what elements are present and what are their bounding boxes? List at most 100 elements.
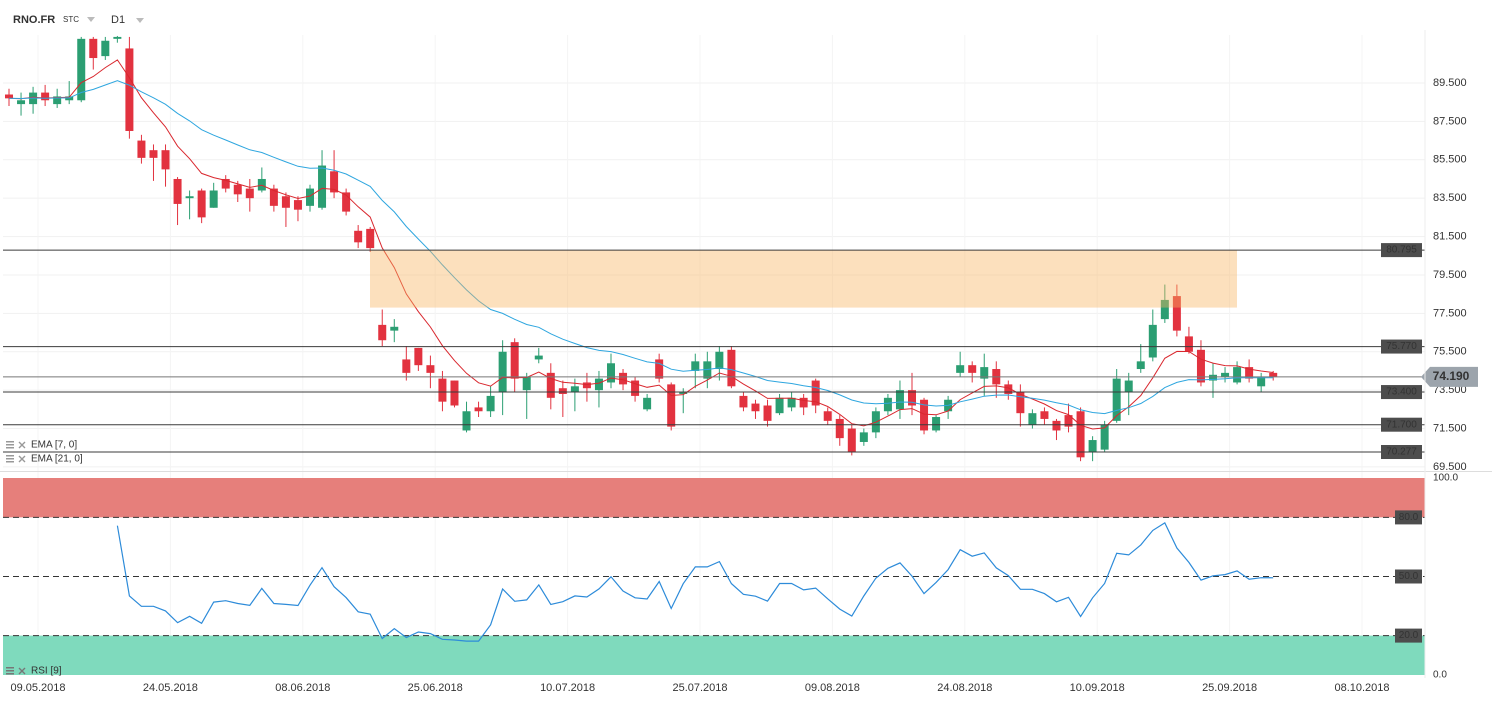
x-tick-label: 10.09.2018 [1070,682,1125,694]
candle-body [101,40,110,57]
candle-body [739,395,748,408]
candle-body [980,367,989,379]
candle-body [655,359,664,379]
y-tick-label: 81.500 [1433,230,1467,242]
candle-body [1196,349,1205,383]
candle-body [510,342,519,379]
candle-body [715,351,724,370]
candle-body [149,150,158,158]
level-label-box [1381,243,1422,258]
candle-body [354,230,363,243]
legend-label: EMA [21, 0] [31,454,83,465]
candle-body [1184,336,1193,352]
candle-body [751,403,760,412]
candle-body [269,188,278,206]
candle-body [245,188,254,199]
candle-body [895,390,904,410]
candle-body [558,388,567,394]
candle-body [5,94,13,99]
x-tick-label: 10.07.2018 [540,682,595,694]
legend-icon [6,667,14,669]
candle-body [799,397,808,408]
candle-body [1028,413,1037,425]
rsi-line [116,522,1274,642]
legend-icon [6,673,14,675]
candle-body [1172,296,1181,331]
x-tick-label: 25.07.2018 [672,682,727,694]
candle-body [1257,376,1266,387]
candle-body [1160,299,1169,320]
candle-body [17,100,26,105]
candle-body [607,363,615,383]
y-tick-label: 69.500 [1433,461,1467,473]
candle-body [787,397,796,408]
candle-body [486,395,495,412]
legend-icon [6,447,14,449]
legend-label: EMA [7, 0] [31,440,77,451]
y-tick-label: 73.500 [1433,384,1467,396]
x-tick-label: 25.09.2018 [1202,682,1257,694]
candle-body [113,36,122,39]
candle-body [330,171,339,193]
candle-body [257,178,266,191]
candle-body [1016,392,1025,414]
candle-body [77,38,86,101]
candle-body [342,192,351,212]
y-tick-label: 87.500 [1433,115,1467,127]
candle-body [570,386,579,393]
candle-body [763,405,772,421]
candle-body [450,380,459,406]
last-price-label: 74.190 [1433,369,1470,383]
candle-body [1124,380,1133,393]
legend-icon [6,441,14,443]
y-tick-label: 79.500 [1433,269,1467,281]
candle-body [474,407,483,412]
dropdown-arrow[interactable] [87,17,95,22]
candle-body [932,417,941,431]
dropdown-arrow[interactable] [136,18,144,23]
candle-body [390,326,399,331]
candle-body [161,150,170,170]
candle-body [498,351,507,393]
candle-body [883,397,892,412]
timeframe[interactable]: D1 [111,14,125,26]
rsi-tick-label: 100.0 [1433,473,1458,484]
rsi-plot: 80.0 50.0 20.0 RSI [9] [3,478,1425,677]
level-label-box [1381,417,1422,432]
legend-label: RSI [9] [31,666,62,677]
candle-body [1136,361,1145,370]
overbought-zone [3,478,1425,518]
candle-body [293,200,302,210]
legend-icon [6,444,14,446]
candle-body [197,190,206,218]
x-tick-label: 24.05.2018 [143,682,198,694]
rsi-level-box [1395,510,1422,525]
candle-body [366,228,375,249]
symbol[interactable]: RNO.FR [13,14,55,26]
candle-body [402,359,411,373]
candle-body [306,188,314,206]
legend-close [18,455,26,463]
candle-body [125,48,134,131]
rsi-level-box [1395,569,1422,584]
feed[interactable]: STC [63,15,79,24]
x-tick-label: 08.10.2018 [1334,682,1389,694]
candle-body [1209,374,1217,381]
candle-body [462,411,471,431]
candle-body [1076,411,1085,458]
legend-close [18,441,26,449]
rsi-level-label: 20.0 [1399,630,1419,641]
level-label: 80.795 [1386,245,1417,256]
y-tick-label: 89.500 [1433,77,1467,89]
candle-body [920,399,929,431]
rsi-level-label: 50.0 [1399,571,1419,582]
legend-icon [6,455,14,457]
candle-body [53,96,62,105]
rsi-tick-label: 0.0 [1433,670,1447,681]
candle-body [1148,324,1157,358]
candle-body [41,92,50,101]
candle-body [859,432,868,442]
rsi-level-box [1395,628,1422,643]
legend-icon [6,670,14,672]
